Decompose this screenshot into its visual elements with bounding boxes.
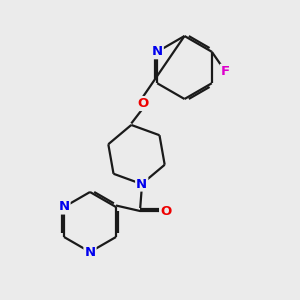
- Text: F: F: [221, 65, 230, 78]
- Text: N: N: [136, 178, 147, 190]
- Text: N: N: [84, 245, 96, 259]
- Text: N: N: [58, 200, 70, 214]
- Text: O: O: [160, 205, 171, 218]
- Text: N: N: [152, 45, 163, 58]
- Text: O: O: [137, 97, 148, 110]
